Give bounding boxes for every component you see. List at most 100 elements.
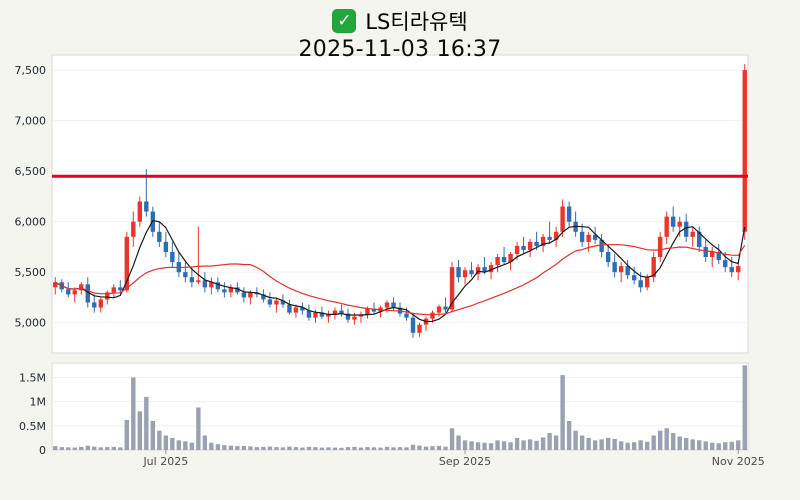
volume-bar <box>534 440 539 450</box>
volume-bar <box>137 411 143 450</box>
volume-bar <box>573 430 578 450</box>
candle-body <box>436 306 442 313</box>
x-axis-labels: Jul 2025 Sep 2025 Nov 2025 <box>142 450 765 468</box>
volume-bar <box>527 439 533 450</box>
candle-body <box>508 254 513 263</box>
volume-bar <box>605 437 611 450</box>
candle-body <box>183 272 188 278</box>
volume-bar <box>592 440 598 450</box>
volume-bar <box>345 447 351 450</box>
volume-bar <box>313 447 318 450</box>
candle-body <box>404 313 409 318</box>
candle-body <box>53 282 58 288</box>
volume-bar <box>319 447 325 450</box>
candle-body <box>352 316 357 320</box>
volume-bar <box>59 447 64 450</box>
candle-body <box>592 234 598 240</box>
x-tick-label: Jul 2025 <box>142 455 188 468</box>
candle-body <box>482 267 487 273</box>
candle-body <box>241 292 247 298</box>
candle-body <box>306 310 312 318</box>
volume-bar <box>53 446 58 450</box>
volume-bar <box>202 435 208 450</box>
volume-bar <box>566 421 572 450</box>
candle-body <box>157 231 162 242</box>
candle-body <box>690 231 695 237</box>
candle-body <box>553 231 559 240</box>
candle-body <box>521 245 526 250</box>
candle-body <box>267 299 273 305</box>
volume-bar <box>215 444 221 450</box>
volume-bar <box>469 441 474 450</box>
volume-gridlines <box>52 377 748 427</box>
volume-bar <box>241 445 247 450</box>
candle-body <box>586 234 591 242</box>
volume-bar <box>235 446 240 450</box>
candle-body <box>144 201 149 212</box>
volume-bar <box>111 446 116 450</box>
volume-bar <box>670 433 676 450</box>
volume-bar <box>677 436 682 450</box>
volume-bar <box>684 437 689 450</box>
volume-bar <box>547 433 552 450</box>
volume-bar <box>144 396 149 450</box>
price-tick-label: 6,500 <box>15 165 47 178</box>
x-tick-label: Sep 2025 <box>439 455 491 468</box>
volume-bar <box>495 440 500 450</box>
candle-body <box>540 236 546 246</box>
candle-body <box>736 266 741 273</box>
candle-body <box>202 280 208 288</box>
candle-body <box>449 267 455 310</box>
volume-bar <box>716 443 721 450</box>
volume-bar <box>124 420 130 450</box>
ma20-line <box>55 244 746 316</box>
volume-bar <box>742 365 747 450</box>
volume-bar <box>697 440 702 450</box>
candle-body <box>332 310 338 315</box>
volume-bar <box>183 441 188 450</box>
candle-body <box>605 251 611 263</box>
candle-body <box>417 324 422 333</box>
volume-bar <box>365 447 370 450</box>
candle-body <box>397 307 403 314</box>
price-tick-label: 6,000 <box>15 216 47 229</box>
candle-body <box>618 266 624 273</box>
volume-bar <box>410 444 416 450</box>
volume-bar <box>638 440 643 450</box>
candle-body <box>326 314 331 317</box>
candle-body <box>560 206 565 232</box>
candle-body <box>111 287 116 293</box>
candle-body <box>534 241 539 246</box>
volume-tick-label: 1M <box>30 396 47 409</box>
candle-body <box>280 300 286 305</box>
volume-bar <box>300 447 305 450</box>
candle-body <box>462 270 468 278</box>
candle-body <box>670 216 676 227</box>
volume-bar <box>690 439 695 450</box>
volume-bar <box>423 446 429 450</box>
candle-body <box>345 313 351 320</box>
volume-bar <box>384 446 390 450</box>
volume-bar <box>521 440 526 450</box>
volume-bar <box>280 447 286 450</box>
volume-bar <box>358 447 364 450</box>
candle-body <box>547 236 552 240</box>
volume-bar <box>560 375 565 450</box>
candle-body <box>514 245 520 255</box>
candle-body <box>274 300 279 305</box>
candle-body <box>716 251 721 261</box>
candle-body <box>456 267 461 278</box>
volume-bar <box>66 447 71 450</box>
volume-bar <box>261 446 266 450</box>
candle-body <box>612 262 617 273</box>
price-tick-label: 7,000 <box>15 115 47 128</box>
volume-bar <box>404 447 409 450</box>
candle-body <box>657 236 663 258</box>
candle-body <box>631 275 637 281</box>
volume-bars <box>53 365 747 450</box>
candle-body <box>644 277 650 288</box>
stock-chart-svg: 5,000 5,500 6,000 6,500 7,000 7,500 0 0.5M 1M 1.5… <box>15 54 765 468</box>
volume-bar <box>443 446 448 450</box>
volume-bar <box>222 445 227 450</box>
volume-bar <box>436 445 442 450</box>
